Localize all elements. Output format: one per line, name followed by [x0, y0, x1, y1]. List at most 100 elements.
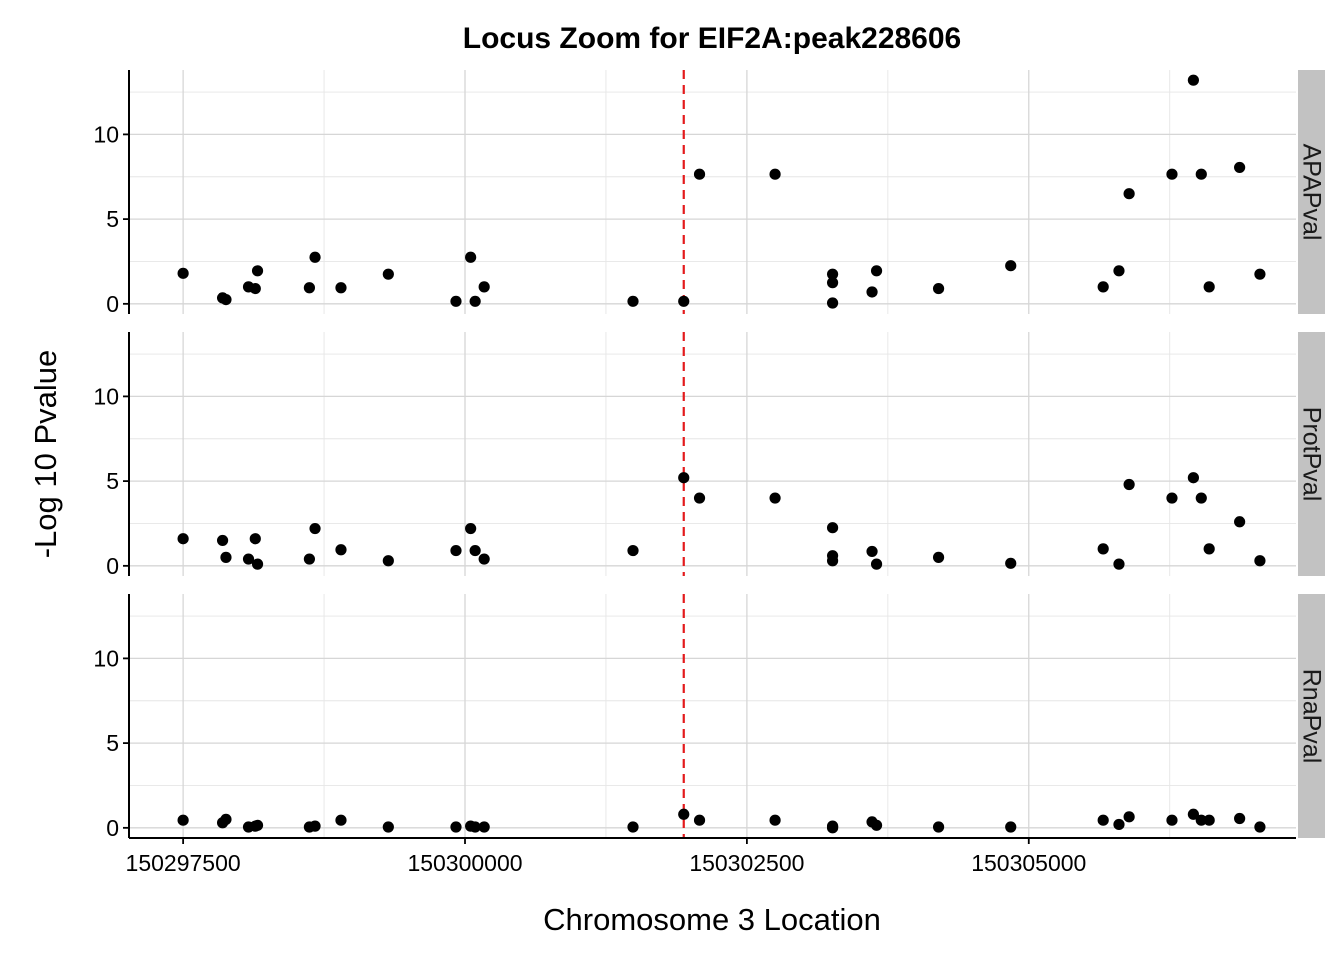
data-point: [1187, 808, 1199, 820]
data-point: [1234, 161, 1246, 174]
data-point: [309, 820, 321, 832]
data-point: [382, 821, 394, 833]
data-point: [249, 533, 261, 545]
x-tick-label: 150300000: [407, 850, 522, 876]
data-point: [242, 553, 255, 565]
data-point: [1005, 821, 1017, 833]
data-point: [177, 533, 189, 545]
data-point: [382, 555, 394, 567]
data-point: [1254, 821, 1266, 833]
data-point: [1187, 74, 1199, 86]
data-point: [220, 813, 232, 825]
data-point: [450, 295, 462, 307]
data-point: [251, 265, 264, 277]
data-point: [932, 282, 945, 295]
y-tick-label: 5: [106, 206, 119, 232]
data-point: [826, 822, 839, 834]
data-point: [932, 551, 945, 563]
data-point: [465, 251, 477, 263]
data-point: [220, 293, 232, 306]
data-point: [1005, 557, 1017, 569]
x-axis: 150297500 150300000 150302500 150305000: [126, 837, 1296, 876]
data-point: [678, 808, 690, 820]
data-point: [1166, 168, 1178, 180]
facet-strip: [1298, 332, 1325, 576]
y-tick-label: 5: [106, 730, 119, 756]
data-point: [177, 814, 189, 826]
data-point: [866, 286, 878, 298]
data-point: [251, 558, 264, 570]
data-point: [1123, 478, 1135, 491]
data-point: [478, 821, 490, 833]
data-point: [335, 544, 347, 556]
facet-panel-apapval: 0 5 10 APAPval: [93, 70, 1326, 317]
data-point: [1234, 812, 1246, 825]
facet-panels: 0 5 10 APAPval 0 5 10 ProtPval 0 5 10 RnaPval: [93, 70, 1326, 841]
data-point: [478, 281, 490, 293]
y-tick-label: 0: [106, 291, 119, 317]
data-point: [335, 814, 347, 826]
facet-strip: [1298, 70, 1325, 314]
data-point: [469, 295, 481, 307]
data-point: [627, 295, 639, 307]
data-point: [1113, 265, 1125, 277]
data-point: [678, 295, 690, 307]
y-tick-label: 0: [106, 553, 119, 579]
data-point: [769, 814, 781, 826]
data-point: [627, 821, 639, 833]
data-point: [1097, 543, 1109, 555]
data-point: [870, 819, 883, 831]
data-point: [1187, 472, 1199, 484]
data-point: [450, 821, 462, 833]
data-point: [216, 534, 229, 547]
data-point: [693, 814, 706, 826]
data-point: [1113, 558, 1125, 570]
data-point: [335, 282, 347, 294]
data-point: [769, 492, 781, 504]
data-point: [303, 282, 316, 294]
data-point: [220, 551, 232, 563]
data-point: [932, 821, 945, 833]
x-tick-label: 150305000: [971, 850, 1086, 876]
data-point: [1123, 811, 1135, 823]
data-point: [693, 168, 706, 180]
data-point: [469, 821, 481, 833]
data-point: [249, 282, 261, 295]
data-point: [1203, 814, 1215, 826]
data-point: [1166, 814, 1178, 826]
data-point: [1097, 281, 1109, 293]
data-point: [1166, 492, 1178, 504]
data-point: [1195, 168, 1207, 180]
data-point: [1254, 268, 1266, 280]
facet-strip-label: ProtPval: [1298, 407, 1326, 501]
y-tick-label: 0: [106, 815, 119, 841]
data-point: [627, 544, 639, 557]
data-point: [826, 522, 839, 534]
data-point: [1195, 492, 1207, 504]
data-point: [826, 268, 839, 280]
y-tick-label: 5: [106, 468, 119, 494]
x-tick-label: 150297500: [126, 850, 241, 876]
data-point: [1203, 543, 1215, 555]
data-point: [870, 558, 883, 570]
data-point: [1097, 814, 1109, 826]
data-point: [478, 553, 490, 565]
data-point: [826, 555, 839, 567]
chart-title: Locus Zoom for EIF2A:peak228606: [463, 22, 962, 55]
data-point: [465, 522, 477, 535]
data-point: [450, 544, 462, 557]
data-point: [1005, 260, 1017, 272]
x-tick-label: 150302500: [689, 850, 804, 876]
data-point: [870, 265, 883, 277]
facet-strip-label: RnaPval: [1298, 669, 1326, 764]
facet-panel-rnapval: 0 5 10 RnaPval: [93, 594, 1326, 841]
data-point: [826, 297, 839, 309]
y-tick-label: 10: [93, 645, 119, 671]
data-point: [303, 553, 316, 565]
data-point: [769, 168, 781, 180]
facet-strip-label: APAPval: [1298, 144, 1326, 241]
facet-panel-protpval: 0 5 10 ProtPval: [93, 332, 1326, 579]
data-point: [1195, 814, 1207, 826]
data-point: [382, 268, 394, 280]
